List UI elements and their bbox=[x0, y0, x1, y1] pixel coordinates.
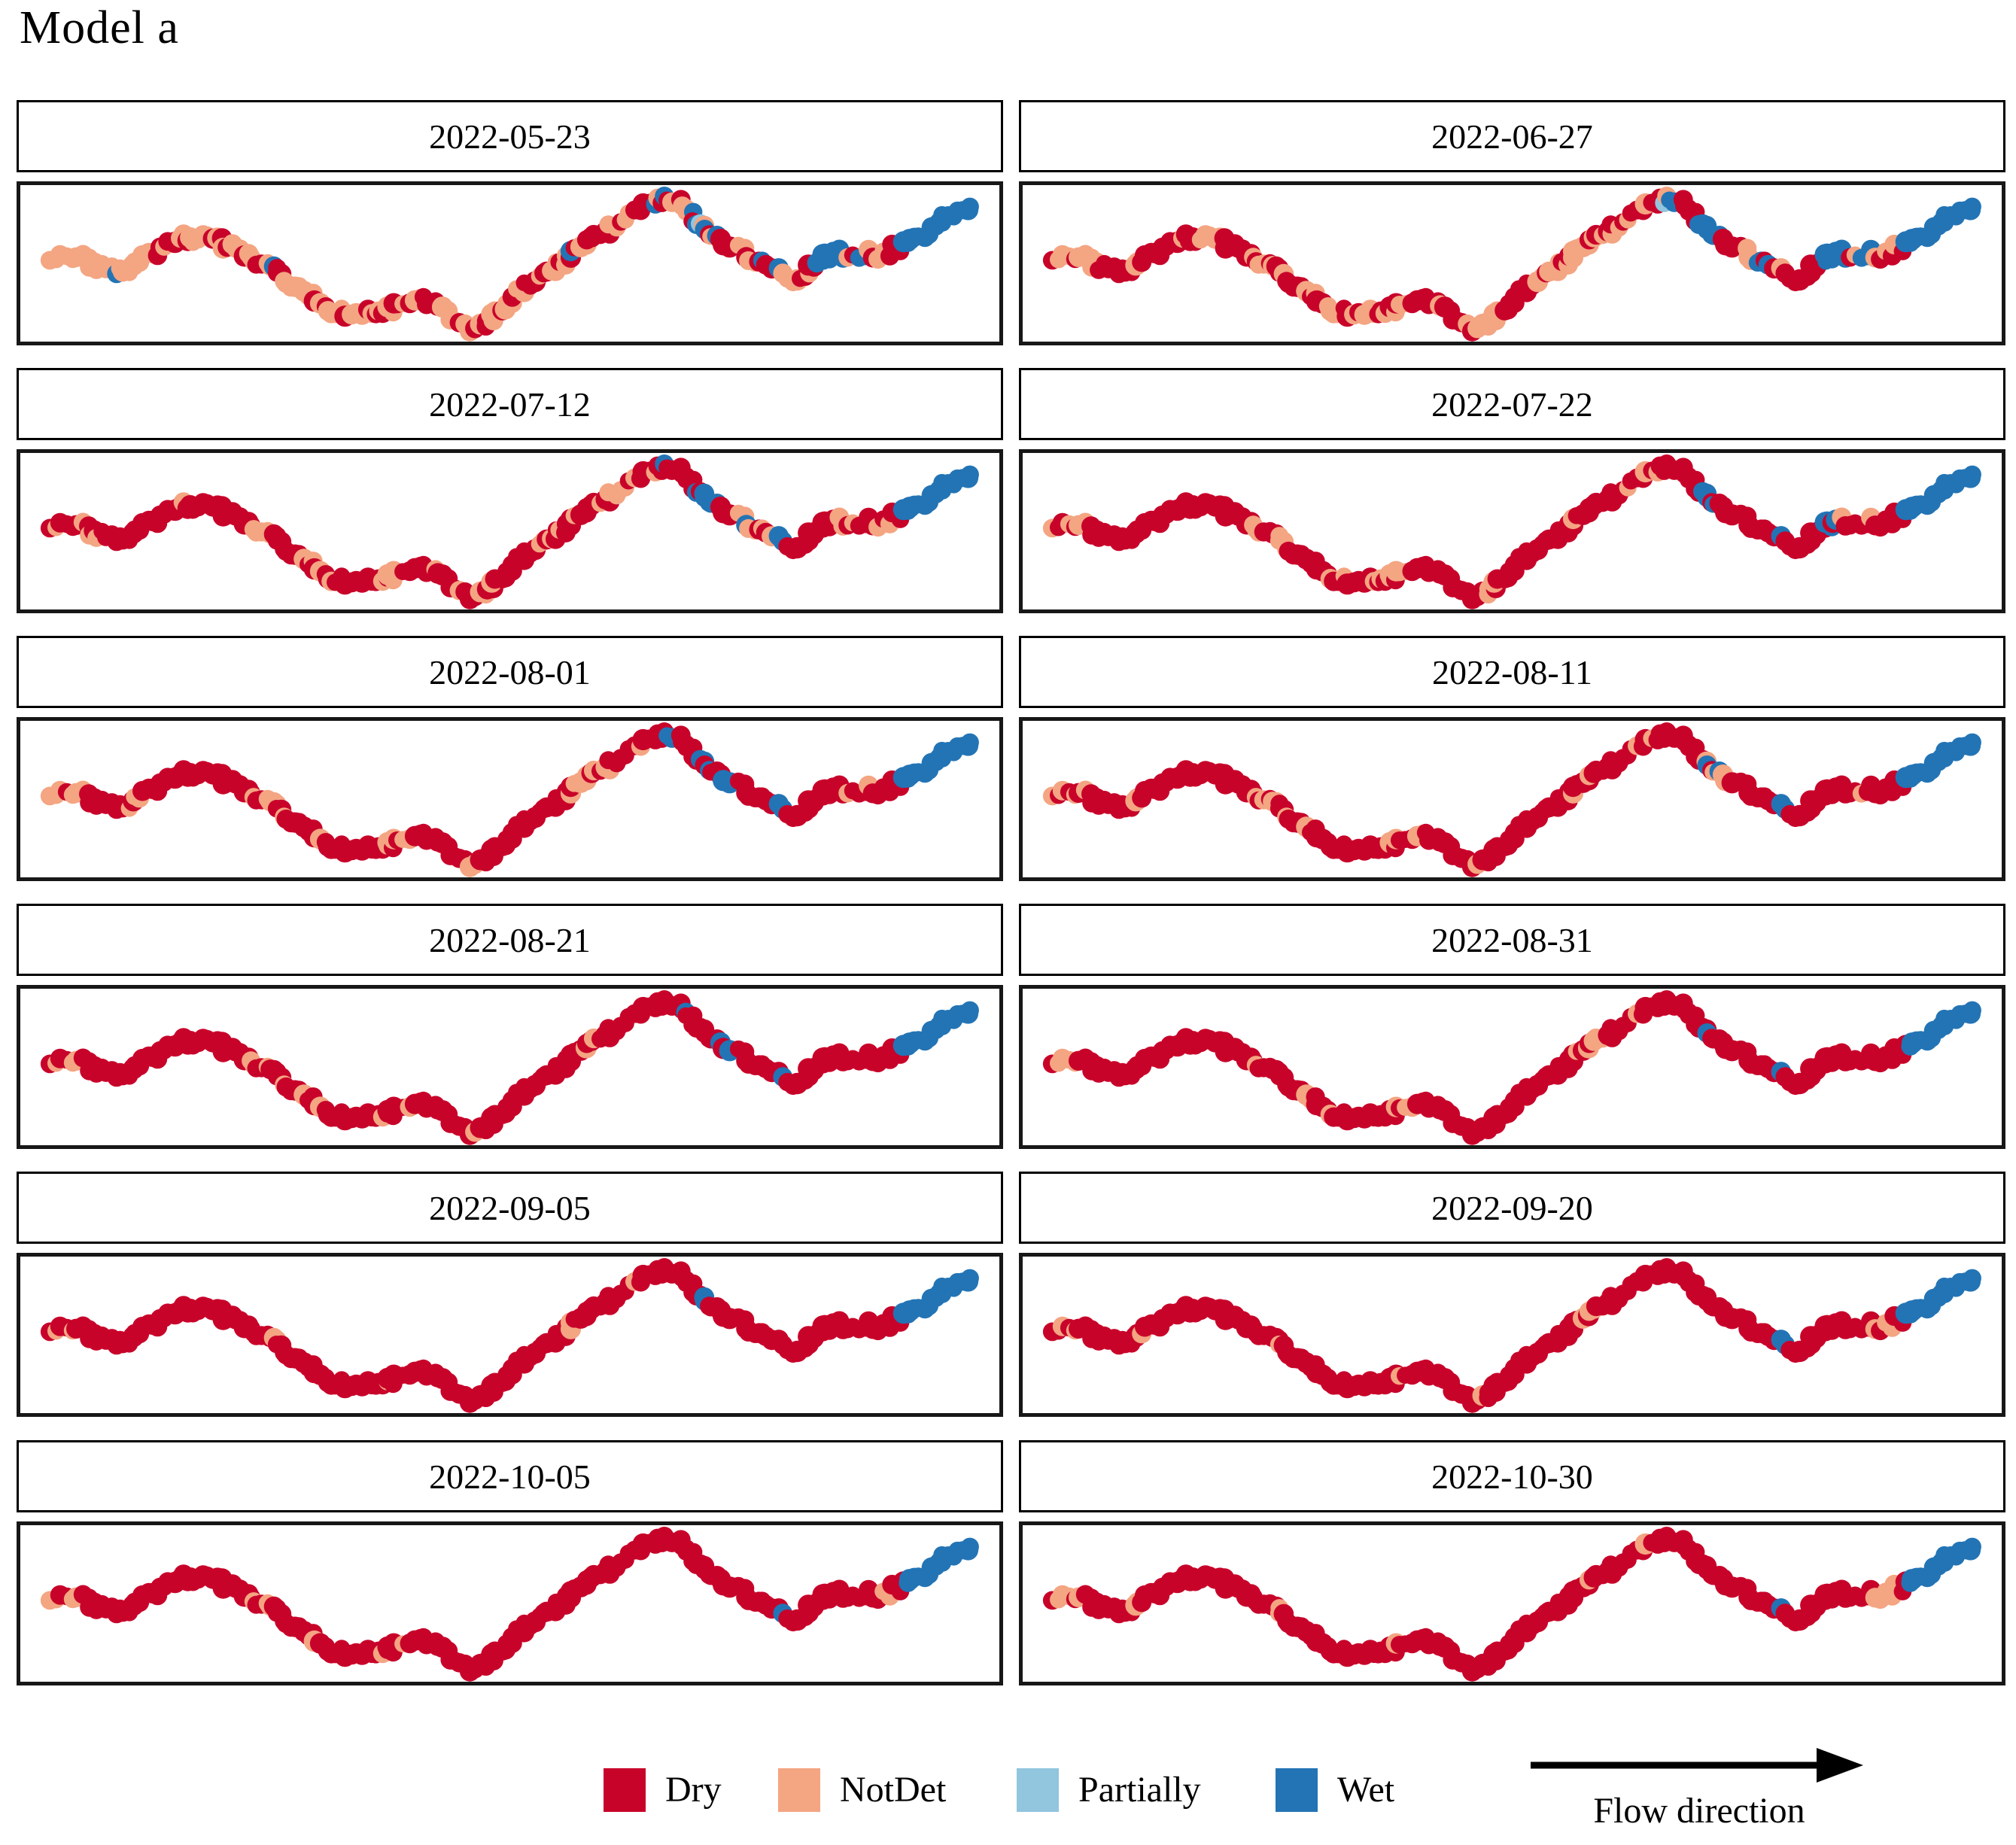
facet-date-label: 2022-07-22 bbox=[1431, 385, 1593, 424]
facet-strip: 2022-07-22 bbox=[1019, 368, 2005, 440]
facet-panel bbox=[1019, 717, 2005, 881]
facet-panel bbox=[17, 717, 1003, 881]
facet-2022-08-21: 2022-08-21 bbox=[17, 904, 1003, 1149]
facet-date-label: 2022-09-20 bbox=[1431, 1188, 1593, 1227]
river-dots-plot bbox=[40, 1527, 979, 1682]
river-dots-plot bbox=[1042, 1258, 1981, 1413]
facet-panel bbox=[1019, 985, 2005, 1149]
facet-2022-09-05: 2022-09-05 bbox=[17, 1172, 1003, 1417]
river-dots-plot bbox=[1042, 454, 1981, 609]
facet-date-label: 2022-06-27 bbox=[1431, 117, 1593, 156]
river-dots-plot bbox=[1042, 990, 1981, 1145]
facet-panel bbox=[17, 1521, 1003, 1685]
river-dots-plot bbox=[1042, 1527, 1981, 1682]
facet-strip: 2022-07-12 bbox=[17, 368, 1003, 440]
facet-2022-08-11: 2022-08-11 bbox=[1019, 636, 2005, 881]
facet-2022-06-27: 2022-06-27 bbox=[1019, 100, 2005, 345]
facet-2022-07-12: 2022-07-12 bbox=[17, 368, 1003, 613]
facet-2022-08-31: 2022-08-31 bbox=[1019, 904, 2005, 1149]
facet-2022-08-01: 2022-08-01 bbox=[17, 636, 1003, 881]
facet-strip: 2022-10-05 bbox=[17, 1440, 1003, 1512]
facet-2022-10-05: 2022-10-05 bbox=[17, 1440, 1003, 1685]
facet-date-label: 2022-09-05 bbox=[429, 1188, 591, 1227]
facet-strip: 2022-09-05 bbox=[17, 1172, 1003, 1244]
legend-label: NotDet bbox=[840, 1770, 947, 1810]
facet-strip: 2022-06-27 bbox=[1019, 100, 2005, 172]
facet-2022-05-23: 2022-05-23 bbox=[17, 100, 1003, 345]
river-dots-plot bbox=[1042, 187, 1981, 342]
facet-panel bbox=[17, 985, 1003, 1149]
facet-panel bbox=[17, 181, 1003, 345]
facet-strip: 2022-08-31 bbox=[1019, 904, 2005, 976]
legend-item-dry: Dry bbox=[604, 1768, 722, 1812]
legend-item-wet: Wet bbox=[1276, 1768, 1394, 1812]
legend-swatch bbox=[604, 1768, 646, 1812]
facet-date-label: 2022-05-23 bbox=[429, 117, 591, 156]
facet-date-label: 2022-08-01 bbox=[429, 652, 591, 691]
legend-label: Wet bbox=[1337, 1770, 1395, 1810]
facet-date-label: 2022-07-12 bbox=[429, 385, 591, 424]
facet-date-label: 2022-10-30 bbox=[1431, 1457, 1593, 1496]
legend-swatch bbox=[1017, 1768, 1059, 1812]
legend-swatch bbox=[1276, 1768, 1318, 1812]
facet-date-label: 2022-08-31 bbox=[1431, 920, 1593, 959]
facet-strip: 2022-10-30 bbox=[1019, 1440, 2005, 1512]
facet-date-label: 2022-10-05 bbox=[429, 1457, 591, 1496]
legend-item-notdet: NotDet bbox=[778, 1768, 946, 1812]
facet-strip: 2022-08-11 bbox=[1019, 636, 2005, 708]
facet-date-label: 2022-08-21 bbox=[429, 920, 591, 959]
facet-panel bbox=[17, 1253, 1003, 1417]
river-dots-plot bbox=[40, 722, 979, 877]
facet-2022-07-22: 2022-07-22 bbox=[1019, 368, 2005, 613]
facet-strip: 2022-08-21 bbox=[17, 904, 1003, 976]
facet-date-label: 2022-08-11 bbox=[1432, 652, 1592, 691]
facet-panel bbox=[1019, 181, 2005, 345]
facet-strip: 2022-05-23 bbox=[17, 100, 1003, 172]
legend-swatch bbox=[778, 1768, 820, 1812]
flow-direction-label: Flow direction bbox=[1593, 1791, 1805, 1831]
page-title: Model a bbox=[20, 2, 179, 53]
river-dots-plot bbox=[1042, 722, 1981, 877]
legend-label: Dry bbox=[665, 1770, 722, 1810]
facet-panel bbox=[17, 449, 1003, 613]
river-dots-plot bbox=[40, 990, 979, 1145]
facet-strip: 2022-09-20 bbox=[1019, 1172, 2005, 1244]
legend-label: Partially bbox=[1078, 1770, 1201, 1810]
river-dots-plot bbox=[40, 1258, 979, 1413]
facet-panel bbox=[1019, 449, 2005, 613]
legend-item-partially: Partially bbox=[1017, 1768, 1201, 1812]
facet-2022-09-20: 2022-09-20 bbox=[1019, 1172, 2005, 1417]
facet-panel bbox=[1019, 1521, 2005, 1685]
facet-strip: 2022-08-01 bbox=[17, 636, 1003, 708]
flow-direction-arrow bbox=[1531, 1748, 1863, 1783]
facet-panel bbox=[1019, 1253, 2005, 1417]
facet-2022-10-30: 2022-10-30 bbox=[1019, 1440, 2005, 1685]
river-dots-plot bbox=[40, 187, 979, 342]
river-dots-plot bbox=[40, 454, 979, 609]
flow-direction: Flow direction bbox=[1526, 1743, 1872, 1831]
